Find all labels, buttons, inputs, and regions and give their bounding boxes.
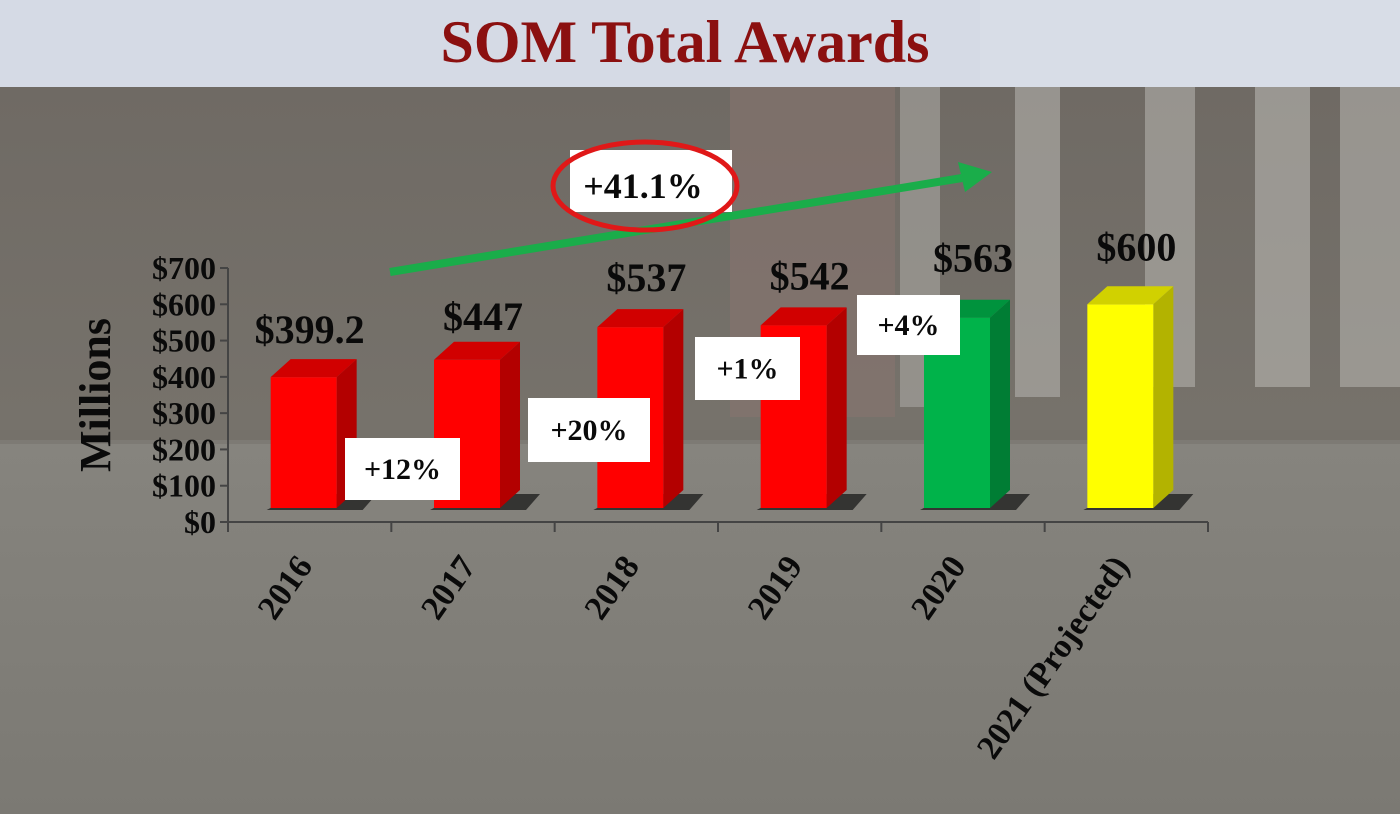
value-label: $399.2 (255, 307, 365, 352)
bar-front (1087, 304, 1154, 508)
x-tick-label: 2017 (414, 549, 483, 626)
trend-arrow-line (389, 174, 963, 276)
growth-label: +12% (364, 453, 441, 486)
value-label: $537 (606, 255, 686, 300)
growth-label-bg (695, 337, 800, 400)
bar-front (270, 377, 337, 508)
overall-growth-callout: +41.1% (550, 139, 740, 233)
growth-label-bg (528, 398, 650, 462)
bar-top (597, 309, 684, 328)
bar-side (990, 299, 1010, 508)
bar-top (1087, 286, 1174, 305)
bar (266, 359, 377, 510)
y-tick-label: $500 (152, 323, 216, 359)
growth-label-box: +1% (695, 337, 800, 400)
value-label: $600 (1096, 224, 1176, 269)
growth-label-bg (345, 438, 460, 500)
y-axis-label: Millions (71, 318, 120, 472)
growth-label-box: +20% (528, 398, 650, 462)
growth-label-box: +4% (857, 295, 960, 355)
overall-growth-bg (570, 150, 732, 212)
bar (1083, 286, 1194, 510)
y-tick-label: $600 (152, 286, 216, 322)
bar-top (434, 341, 520, 360)
title-banner-right (980, 0, 1400, 87)
growth-label: +1% (716, 353, 778, 386)
y-tick-label: $300 (152, 395, 216, 431)
trend-arrow-head (958, 162, 992, 192)
y-tick-label: $400 (152, 359, 216, 395)
x-tick-label: 2016 (251, 549, 320, 626)
y-tick-label: $700 (152, 250, 216, 286)
value-label: $542 (770, 253, 850, 298)
growth-label-bg (857, 295, 960, 355)
bar-side (1153, 286, 1174, 508)
bar-side (663, 309, 684, 508)
value-label: $447 (443, 294, 523, 339)
overall-growth-label: +41.1% (583, 166, 703, 206)
bar-top (270, 359, 357, 378)
x-tick-label: 2018 (578, 549, 647, 626)
highlight-ring (550, 139, 740, 233)
bar-side (500, 341, 520, 508)
x-tick-label: 2021 (Projected) (970, 549, 1137, 765)
title-banner (0, 0, 980, 87)
growth-label: +20% (550, 414, 627, 447)
bar-top (760, 307, 847, 326)
y-tick-label: $100 (152, 468, 216, 504)
growth-label: +4% (877, 309, 939, 342)
value-label: $563 (933, 236, 1013, 281)
x-tick-label: 2019 (741, 549, 810, 626)
y-tick-label: $0 (184, 504, 216, 540)
chart-title: SOM Total Awards (440, 9, 930, 75)
bar-side (826, 307, 847, 508)
y-tick-label: $200 (152, 431, 216, 467)
x-tick-label: 2020 (904, 549, 973, 626)
growth-label-box: +12% (345, 438, 460, 500)
